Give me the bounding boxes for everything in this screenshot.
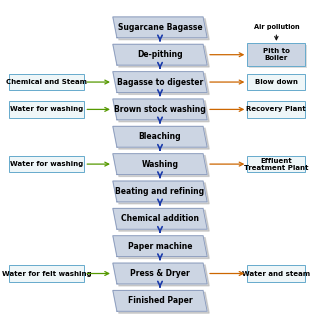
Text: Blow down: Blow down xyxy=(255,79,298,85)
FancyBboxPatch shape xyxy=(247,156,306,172)
Polygon shape xyxy=(113,17,207,38)
Polygon shape xyxy=(113,44,207,65)
Polygon shape xyxy=(115,292,209,313)
Text: Effluent
Treatment Plant: Effluent Treatment Plant xyxy=(244,158,308,171)
Polygon shape xyxy=(115,74,209,94)
Text: Water for washing: Water for washing xyxy=(10,161,83,167)
FancyBboxPatch shape xyxy=(9,101,84,118)
Polygon shape xyxy=(115,238,209,259)
Polygon shape xyxy=(115,46,209,67)
Polygon shape xyxy=(113,154,207,174)
Text: Pith to
Boiler: Pith to Boiler xyxy=(263,48,290,61)
Text: De-pithing: De-pithing xyxy=(137,50,183,59)
Polygon shape xyxy=(113,263,207,284)
Text: Bagasse to digester: Bagasse to digester xyxy=(117,77,203,86)
Polygon shape xyxy=(113,181,207,202)
Text: Washing: Washing xyxy=(141,160,179,169)
Text: Water for felt washing: Water for felt washing xyxy=(2,270,91,276)
FancyBboxPatch shape xyxy=(247,74,306,90)
Polygon shape xyxy=(115,19,209,40)
Text: Water and steam: Water and steam xyxy=(242,270,310,276)
Polygon shape xyxy=(113,72,207,92)
Text: Recovery Plant: Recovery Plant xyxy=(246,107,306,112)
Text: Bleaching: Bleaching xyxy=(139,132,181,141)
Polygon shape xyxy=(115,101,209,122)
Text: Air pollution: Air pollution xyxy=(253,24,299,30)
FancyBboxPatch shape xyxy=(247,265,306,282)
Text: Chemical and Steam: Chemical and Steam xyxy=(6,79,87,85)
FancyBboxPatch shape xyxy=(249,45,307,68)
FancyBboxPatch shape xyxy=(9,265,84,282)
Text: Chemical addition: Chemical addition xyxy=(121,214,199,223)
FancyBboxPatch shape xyxy=(9,156,84,172)
FancyBboxPatch shape xyxy=(247,101,306,118)
Polygon shape xyxy=(115,210,209,231)
Polygon shape xyxy=(113,126,207,147)
FancyBboxPatch shape xyxy=(9,74,84,90)
Polygon shape xyxy=(115,183,209,204)
Text: Finished Paper: Finished Paper xyxy=(128,296,192,305)
Polygon shape xyxy=(115,156,209,176)
Polygon shape xyxy=(113,99,207,120)
Text: Brown stock washing: Brown stock washing xyxy=(114,105,206,114)
Polygon shape xyxy=(113,236,207,257)
Text: Press & Dryer: Press & Dryer xyxy=(130,269,190,278)
Polygon shape xyxy=(113,291,207,311)
Polygon shape xyxy=(113,208,207,229)
Text: Water for washing: Water for washing xyxy=(10,107,83,112)
Polygon shape xyxy=(115,265,209,286)
Polygon shape xyxy=(115,128,209,149)
Text: Sugarcane Bagasse: Sugarcane Bagasse xyxy=(118,23,202,32)
Text: Beating and refining: Beating and refining xyxy=(116,187,204,196)
Text: Paper machine: Paper machine xyxy=(128,242,192,251)
FancyBboxPatch shape xyxy=(247,43,306,66)
